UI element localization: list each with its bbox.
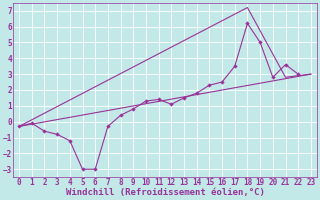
X-axis label: Windchill (Refroidissement éolien,°C): Windchill (Refroidissement éolien,°C) xyxy=(66,188,264,197)
